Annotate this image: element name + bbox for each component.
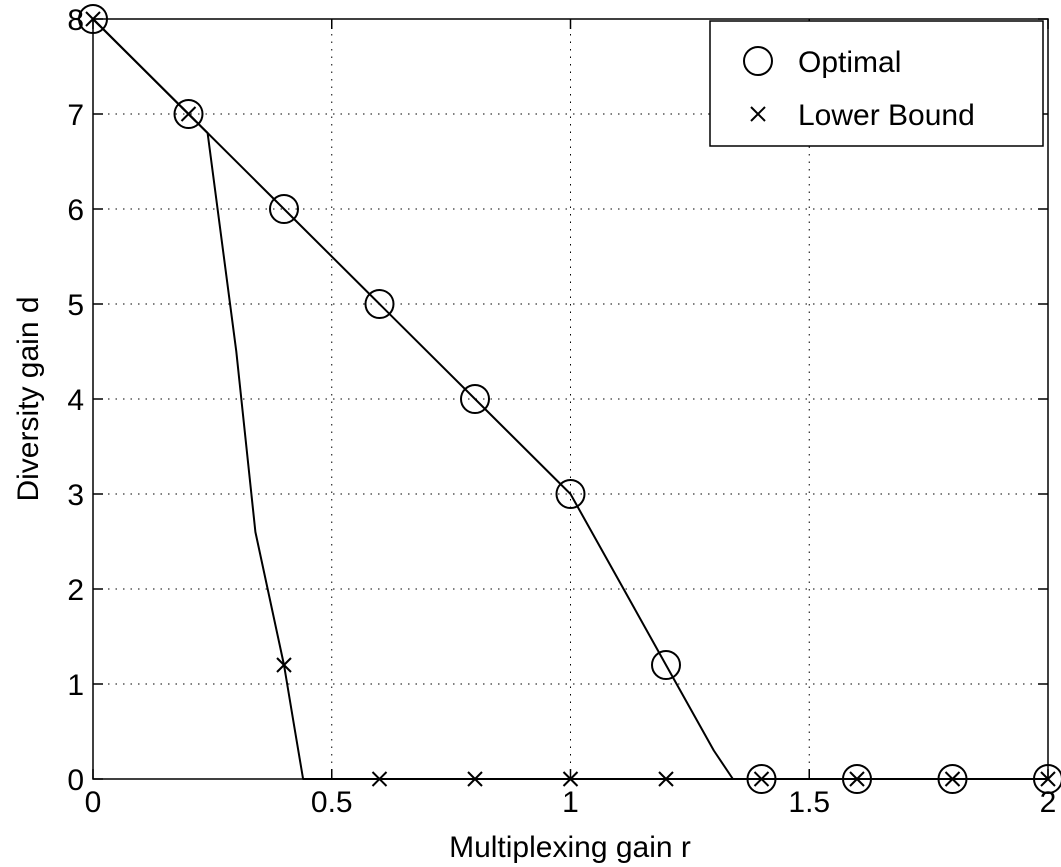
- y-tick-label: 4: [67, 384, 84, 417]
- data-point-lower-bound: [944, 771, 961, 787]
- data-point-lower-bound: [562, 771, 579, 787]
- data-point-optimal: [78, 4, 108, 34]
- y-axis-title: Diversity gain d: [12, 296, 45, 501]
- data-point-optimal: [364, 289, 395, 319]
- data-point-lower-bound: [849, 771, 865, 787]
- y-tick-label: 1: [67, 669, 84, 702]
- legend-marker-lower-bound: [750, 106, 766, 122]
- x-axis-title: Multiplexing gain r: [449, 831, 691, 864]
- legend-label-lower-bound: Lower Bound: [798, 99, 975, 132]
- data-point-lower-bound: [467, 771, 483, 787]
- x-tick-label: 0.5: [311, 786, 353, 819]
- y-tick-label: 6: [67, 194, 84, 227]
- data-point-optimal: [555, 479, 586, 509]
- x-tick-label: 2: [1040, 786, 1057, 819]
- legend: Optimal Lower Bound: [709, 20, 1044, 147]
- data-point-lower-bound: [371, 771, 388, 787]
- legend-label-optimal: Optimal: [798, 46, 901, 79]
- data-point-optimal: [173, 99, 204, 129]
- series-line-lower-bound: [92, 18, 1048, 780]
- series-layer: [78, 4, 1061, 794]
- y-tick-label: 7: [67, 99, 84, 132]
- y-tick-label: 8: [67, 4, 84, 37]
- data-point-lower-bound: [658, 771, 674, 787]
- data-point-optimal: [460, 384, 490, 414]
- data-point-lower-bound: [180, 106, 197, 122]
- data-point-lower-bound: [276, 657, 292, 673]
- x-tick-label: 0: [85, 786, 102, 819]
- legend-marker-optimal: [743, 46, 773, 76]
- series-lower-bound: [85, 11, 1056, 787]
- data-point-lower-bound: [1040, 771, 1056, 787]
- legend-box: [709, 20, 1044, 147]
- x-tick-label: 1: [562, 786, 579, 819]
- data-point-lower-bound: [85, 11, 101, 27]
- y-tick-label: 2: [67, 574, 84, 607]
- y-tick-label: 3: [67, 479, 84, 512]
- data-point-optimal: [651, 650, 681, 680]
- y-tick-label: 5: [67, 289, 84, 322]
- y-tick-label: 0: [67, 764, 84, 797]
- data-point-optimal: [269, 194, 299, 224]
- x-tick-label: 1.5: [788, 786, 830, 819]
- data-point-lower-bound: [753, 771, 770, 787]
- axis-ticks: 0 0.5 1 1.5 2 0 1 2 3 4 5 6 7 8: [67, 4, 1056, 819]
